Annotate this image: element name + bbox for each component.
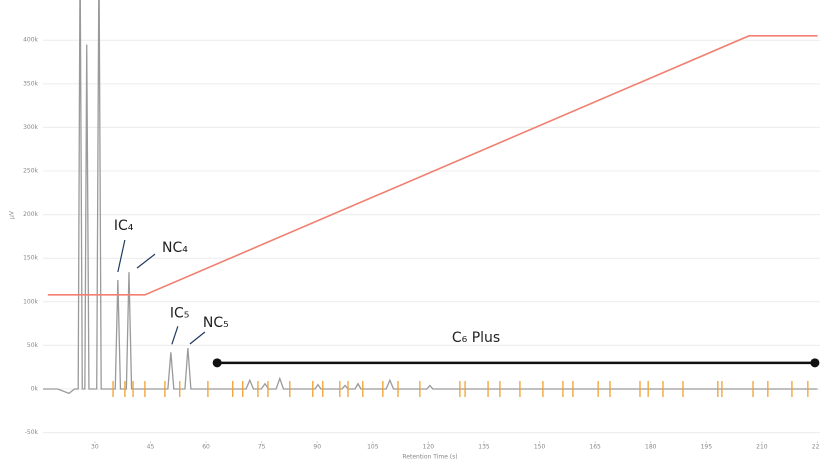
x-tick-label: 60 [202,444,210,451]
annotation-leader [117,239,126,273]
range-end [212,358,222,368]
annotation-label: IC₄ [114,218,134,234]
x-tick-label: 120 [423,444,435,451]
x-tick-label: 105 [367,444,379,451]
y-tick-label: 350k [23,80,38,87]
x-tick-label: 135 [478,444,490,451]
y-tick-label: -50k [25,429,39,436]
x-tick-label: 30 [91,444,99,451]
y-tick-label: 300k [23,124,38,131]
annotation-label: IC₅ [170,305,190,321]
y-tick-label: 50k [27,342,39,349]
range-end [810,358,820,368]
annotation-leader [171,326,179,345]
annotation-leader [189,331,206,345]
annotation-label: NC₅ [203,315,229,331]
x-tick-label: 210 [756,444,768,451]
y-axis-title: µV [9,210,16,219]
x-tick-label: 195 [701,444,713,451]
x-tick-label: 180 [645,444,657,451]
x-tick-label: 75 [258,444,266,451]
series-line [43,0,818,395]
annotation-label: NC₄ [162,240,188,256]
x-tick-label: 165 [589,444,601,451]
x-tick-label: 45 [147,444,155,451]
range-label: C₆ Plus [452,330,500,346]
y-tick-label: 0k [31,385,39,392]
series-line [47,35,818,296]
y-tick-label: 200k [23,211,38,218]
x-tick-label: 90 [313,444,321,451]
x-axis-title: Retention Time (s) [402,454,457,461]
annotation-leader [136,253,156,269]
y-tick-label: 400k [23,37,38,44]
y-tick-label: 250k [23,168,38,175]
x-tick-label: 150 [534,444,546,451]
y-tick-label: 150k [23,255,38,262]
y-tick-label: 100k [23,298,38,305]
x-tick-label: 225 [812,444,820,451]
